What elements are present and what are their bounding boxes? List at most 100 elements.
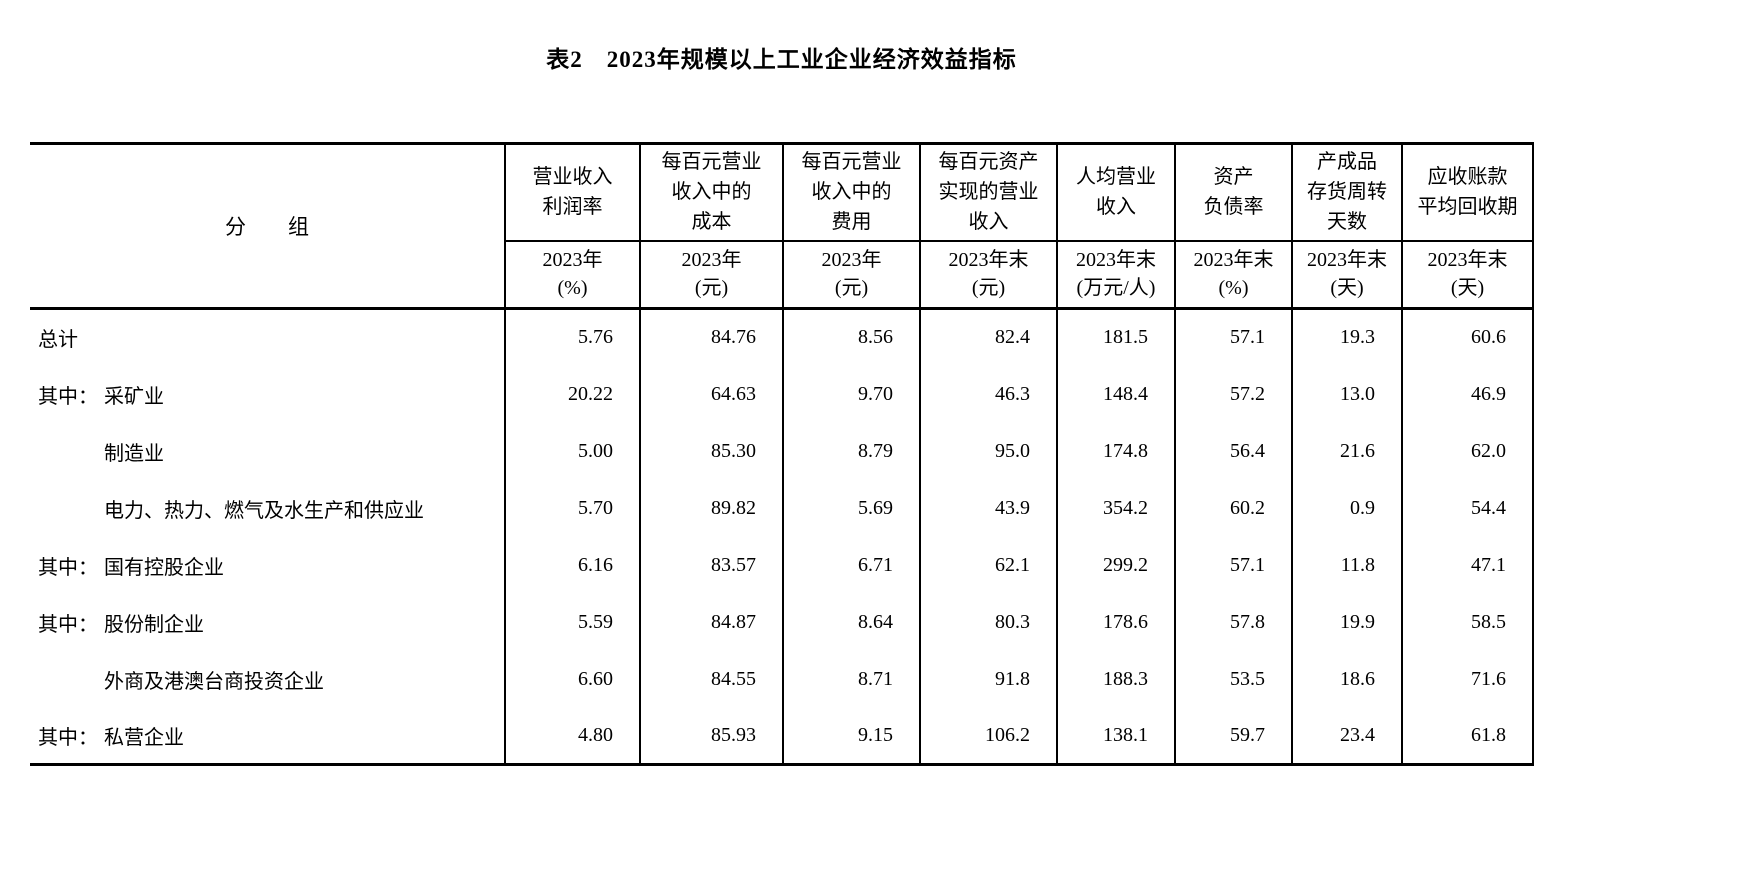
data-cell: 46.9: [1401, 365, 1534, 423]
column-header-receivables-period: 应收账款 平均回收期: [1401, 143, 1534, 242]
row-label: 外商及港澳台商投资企业: [30, 651, 505, 708]
data-cell: 4.80: [504, 707, 640, 765]
data-cell: 62.0: [1401, 422, 1534, 480]
data-cell: 91.8: [919, 650, 1057, 708]
period-unit-cell: 2023年 (%): [504, 240, 640, 310]
column-period: 2023年末: [1193, 249, 1274, 272]
data-cell: 178.6: [1056, 593, 1175, 651]
table-row-mining: 其中： 采矿业 20.22 64.63 9.70 46.3 148.4 57.2 …: [30, 365, 1534, 423]
column-unit: (%): [557, 277, 588, 300]
data-cell: 71.6: [1401, 650, 1534, 708]
data-cell: 5.59: [504, 593, 640, 651]
data-cell: 9.15: [782, 707, 920, 765]
column-header-expense-per-100: 每百元营业 收入中的 费用: [782, 143, 920, 242]
data-cell: 13.0: [1291, 365, 1402, 423]
data-cell: 20.22: [504, 365, 640, 423]
period-unit-cell: 2023年末 (%): [1174, 240, 1292, 310]
column-header-inventory-turnover: 产成品 存货周转 天数: [1291, 143, 1402, 242]
data-cell: 5.00: [504, 422, 640, 480]
table-row-total: 总计 5.76 84.76 8.56 82.4 181.5 57.1 19.3 …: [30, 308, 1534, 366]
data-cell: 8.79: [782, 422, 920, 480]
row-label-name: 制造业: [104, 442, 164, 465]
table-row-private: 其中： 私营企业 4.80 85.93 9.15 106.2 138.1 59.7…: [30, 707, 1534, 765]
column-unit: (%): [1218, 277, 1249, 300]
data-cell: 19.9: [1291, 593, 1402, 651]
data-cell: 85.93: [639, 707, 783, 765]
header-row-indicators: 分 组 营业收入 利润率 每百元营业 收入中的 成本 每百元营业 收入中的 费用…: [30, 143, 1534, 310]
data-cell: 54.4: [1401, 479, 1534, 537]
data-cell: 0.9: [1291, 479, 1402, 537]
data-cell: 84.76: [639, 308, 783, 366]
row-label: 制造业: [30, 423, 505, 480]
row-label: 其中： 私营企业: [30, 708, 505, 765]
row-label: 其中： 采矿业: [30, 366, 505, 423]
data-cell: 47.1: [1401, 536, 1534, 594]
period-unit-cell: 2023年末 (万元/人): [1056, 240, 1175, 310]
data-cell: 6.71: [782, 536, 920, 594]
data-cell: 61.8: [1401, 707, 1534, 765]
data-cell: 6.60: [504, 650, 640, 708]
row-label-prefix: 其中：: [38, 385, 98, 408]
table-body: 总计 5.76 84.76 8.56 82.4 181.5 57.1 19.3 …: [30, 308, 1534, 765]
data-cell: 82.4: [919, 308, 1057, 366]
row-label-prefix: 其中：: [38, 613, 98, 636]
data-cell: 188.3: [1056, 650, 1175, 708]
data-cell: 85.30: [639, 422, 783, 480]
table-row-manufacturing: 制造业 5.00 85.30 8.79 95.0 174.8 56.4 21.6…: [30, 422, 1534, 480]
economic-indicators-table: 分 组 营业收入 利润率 每百元营业 收入中的 成本 每百元营业 收入中的 费用…: [30, 142, 1534, 766]
data-cell: 181.5: [1056, 308, 1175, 366]
row-label: 总计: [30, 309, 505, 366]
column-unit: (天): [1330, 277, 1364, 300]
data-cell: 21.6: [1291, 422, 1402, 480]
column-unit: (元): [694, 277, 729, 300]
data-cell: 64.63: [639, 365, 783, 423]
column-unit: (万元/人): [1076, 277, 1156, 300]
column-period: 2023年末: [1076, 249, 1156, 272]
row-label-name: 外商及港澳台商投资企业: [104, 670, 324, 693]
column-header-debt-ratio: 资产 负债率: [1174, 143, 1292, 242]
data-cell: 89.82: [639, 479, 783, 537]
column-header-revenue-per-asset: 每百元资产 实现的营业 收入: [919, 143, 1057, 242]
data-cell: 11.8: [1291, 536, 1402, 594]
column-unit: (元): [971, 277, 1006, 300]
data-cell: 83.57: [639, 536, 783, 594]
data-cell: 6.16: [504, 536, 640, 594]
column-unit: (元): [834, 277, 869, 300]
column-header-revenue-per-capita: 人均营业 收入: [1056, 143, 1175, 242]
data-cell: 95.0: [919, 422, 1057, 480]
data-cell: 138.1: [1056, 707, 1175, 765]
period-unit-cell: 2023年 (元): [782, 240, 920, 310]
data-cell: 18.6: [1291, 650, 1402, 708]
row-label-name: 私营企业: [104, 726, 184, 749]
data-cell: 106.2: [919, 707, 1057, 765]
column-period: 2023年末: [1307, 249, 1387, 272]
row-label-name: 电力、热力、燃气及水生产和供应业: [104, 499, 424, 522]
data-cell: 84.55: [639, 650, 783, 708]
data-cell: 299.2: [1056, 536, 1175, 594]
row-label-name: 总计: [38, 329, 78, 352]
data-cell: 8.64: [782, 593, 920, 651]
column-period: 2023年: [542, 249, 603, 272]
column-period: 2023年末: [948, 249, 1029, 272]
row-label-name: 股份制企业: [104, 613, 204, 636]
data-cell: 80.3: [919, 593, 1057, 651]
data-cell: 19.3: [1291, 308, 1402, 366]
row-label: 其中： 股份制企业: [30, 594, 505, 651]
row-label-name: 采矿业: [104, 385, 164, 408]
column-header-cost-per-100: 每百元营业 收入中的 成本: [639, 143, 783, 242]
data-cell: 5.69: [782, 479, 920, 537]
row-label: 电力、热力、燃气及水生产和供应业: [30, 480, 505, 537]
data-cell: 57.1: [1174, 308, 1292, 366]
data-cell: 43.9: [919, 479, 1057, 537]
period-unit-cell: 2023年末 (天): [1291, 240, 1402, 310]
table-header: 分 组 营业收入 利润率 每百元营业 收入中的 成本 每百元营业 收入中的 费用…: [30, 143, 1534, 310]
row-label-prefix: 其中：: [38, 556, 98, 579]
table-row-state-holding: 其中： 国有控股企业 6.16 83.57 6.71 62.1 299.2 57.…: [30, 536, 1534, 594]
data-cell: 46.3: [919, 365, 1057, 423]
period-unit-cell: 2023年末 (天): [1401, 240, 1534, 310]
data-cell: 60.2: [1174, 479, 1292, 537]
data-cell: 23.4: [1291, 707, 1402, 765]
data-cell: 148.4: [1056, 365, 1175, 423]
data-cell: 8.71: [782, 650, 920, 708]
data-cell: 59.7: [1174, 707, 1292, 765]
